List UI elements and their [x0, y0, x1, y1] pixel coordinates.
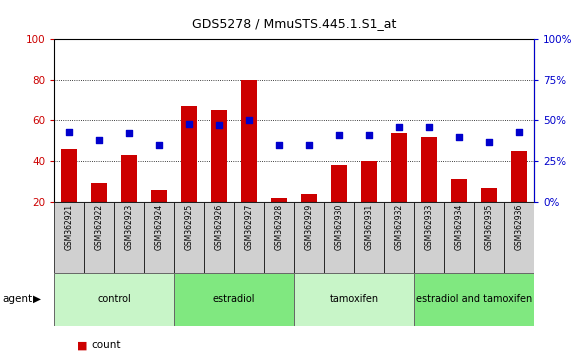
Bar [271, 198, 287, 202]
Point [124, 131, 134, 136]
Text: ▶: ▶ [33, 294, 41, 304]
Bar [54, 202, 85, 273]
Bar [451, 179, 467, 202]
Text: tamoxifen: tamoxifen [329, 294, 379, 304]
Bar [474, 202, 504, 273]
Bar [301, 194, 317, 202]
Bar [211, 110, 227, 202]
Text: GSM362930: GSM362930 [335, 204, 344, 250]
Text: GSM362934: GSM362934 [455, 204, 464, 250]
Bar [241, 80, 258, 202]
Bar [414, 273, 534, 326]
Text: GSM362926: GSM362926 [215, 204, 224, 250]
Text: GSM362927: GSM362927 [244, 204, 254, 250]
Bar [391, 132, 407, 202]
Point [304, 142, 313, 148]
Point [275, 142, 284, 148]
Bar [114, 202, 144, 273]
Point [335, 132, 344, 138]
Text: GSM362932: GSM362932 [395, 204, 404, 250]
Bar [174, 202, 204, 273]
Bar [444, 202, 474, 273]
Bar [174, 273, 294, 326]
Text: GSM362928: GSM362928 [275, 204, 284, 250]
Text: GSM362931: GSM362931 [364, 204, 373, 250]
Text: GSM362933: GSM362933 [424, 204, 433, 250]
Text: GSM362925: GSM362925 [184, 204, 194, 250]
Point [395, 124, 404, 130]
Point [514, 129, 524, 135]
Bar [91, 183, 107, 202]
Text: GSM362922: GSM362922 [95, 204, 104, 250]
Text: GSM362935: GSM362935 [484, 204, 493, 250]
Bar [414, 202, 444, 273]
Bar [85, 202, 114, 273]
Bar [151, 190, 167, 202]
Bar [294, 202, 324, 273]
Text: control: control [97, 294, 131, 304]
Bar [331, 165, 347, 202]
Bar [144, 202, 174, 273]
Point [244, 118, 254, 123]
Bar [361, 161, 377, 202]
Text: estradiol: estradiol [213, 294, 255, 304]
Bar [264, 202, 294, 273]
Point [215, 122, 224, 128]
Text: GDS5278 / MmuSTS.445.1.S1_at: GDS5278 / MmuSTS.445.1.S1_at [192, 17, 396, 30]
Text: estradiol and tamoxifen: estradiol and tamoxifen [416, 294, 532, 304]
Bar [54, 273, 174, 326]
Bar [504, 202, 534, 273]
Bar [481, 188, 497, 202]
Text: count: count [91, 340, 121, 350]
Bar [234, 202, 264, 273]
Bar [324, 202, 354, 273]
Text: GSM362923: GSM362923 [124, 204, 134, 250]
Bar [204, 202, 234, 273]
Point [65, 129, 74, 135]
Bar [384, 202, 414, 273]
Text: GSM362924: GSM362924 [155, 204, 164, 250]
Point [155, 142, 164, 148]
Point [484, 139, 493, 144]
Point [364, 132, 373, 138]
Text: agent: agent [3, 294, 33, 304]
Bar [294, 273, 414, 326]
Text: GSM362936: GSM362936 [514, 204, 524, 250]
Text: GSM362921: GSM362921 [65, 204, 74, 250]
Point [455, 134, 464, 139]
Bar [421, 137, 437, 202]
Bar [121, 155, 138, 202]
Bar [510, 151, 527, 202]
Bar [61, 149, 78, 202]
Text: ■: ■ [77, 340, 87, 350]
Point [95, 137, 104, 143]
Bar [354, 202, 384, 273]
Point [184, 121, 194, 126]
Point [424, 124, 433, 130]
Text: GSM362929: GSM362929 [304, 204, 313, 250]
Bar [181, 106, 198, 202]
